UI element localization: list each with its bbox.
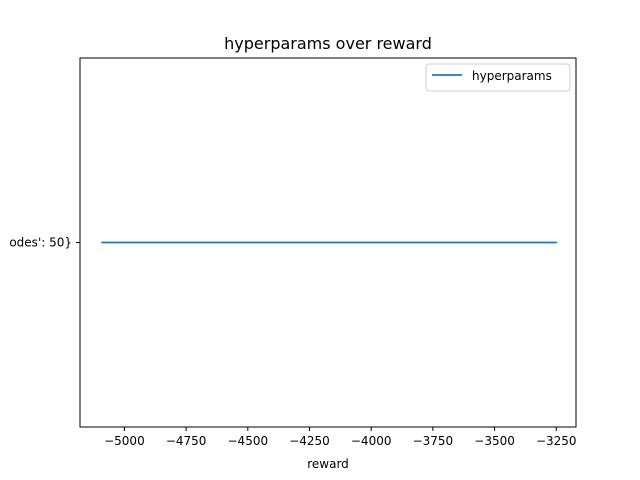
x-tick-label: −3750 — [413, 434, 454, 448]
y-axis: odes': 50} — [9, 236, 80, 250]
x-tick-label: −4500 — [228, 434, 269, 448]
x-axis: −5000 −4750 −4500 −4250 −4000 −3750 −3500 −3250 — [104, 427, 577, 448]
legend-frame — [425, 63, 571, 92]
y-tick-label: odes': 50} — [9, 236, 72, 250]
x-tick-label: −5000 — [104, 434, 145, 448]
legend-label: hyperparams — [472, 69, 552, 83]
chart-title: hyperparams over reward — [224, 34, 432, 53]
x-tick-label: −3250 — [536, 434, 577, 448]
x-tick-label: −4000 — [351, 434, 392, 448]
legend: hyperparams — [425, 63, 571, 92]
x-tick-label: −3500 — [474, 434, 515, 448]
x-axis-label: reward — [307, 457, 349, 471]
x-tick-label: −4250 — [289, 434, 330, 448]
x-tick-label: −4750 — [166, 434, 207, 448]
